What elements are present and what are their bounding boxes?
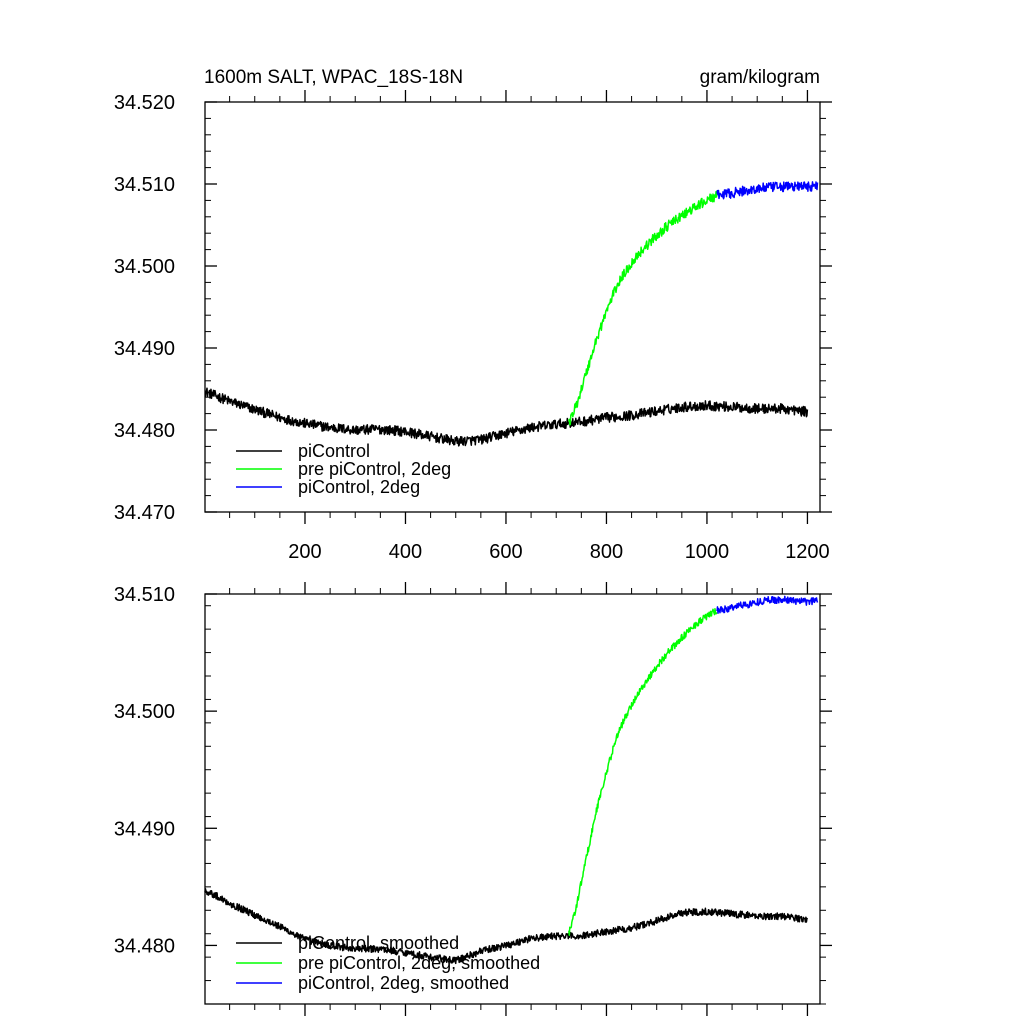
series-line-green xyxy=(568,608,718,936)
y-tick-label: 34.480 xyxy=(114,935,175,957)
x-tick-label: 400 xyxy=(389,541,422,563)
x-tick-label: 800 xyxy=(590,541,623,563)
y-tick-label: 34.490 xyxy=(114,338,175,360)
y-tick-label: 34.500 xyxy=(114,701,175,723)
y-tick-label: 34.480 xyxy=(114,420,175,442)
bottom-panel: 34.480 34.490 34.500 34.510 piControl, smoo… xyxy=(114,582,832,1016)
chart-title: 1600m SALT, WPAC_18S-18N xyxy=(204,67,463,88)
series-line-blue xyxy=(716,595,819,614)
y-tick-label: 34.520 xyxy=(114,92,175,114)
legend-label: pre piControl, 2deg, smoothed xyxy=(298,953,540,973)
series-line-black xyxy=(204,387,809,447)
x-tick-label: 200 xyxy=(288,541,321,563)
bottom-plot-frame xyxy=(204,593,821,1005)
top-axis-ticks: 34.470 34.480 34.490 34.500 34.510 34.520 200 4… xyxy=(114,90,832,563)
top-plot-frame xyxy=(204,101,821,513)
y-tick-label: 34.500 xyxy=(114,256,175,278)
bottom-axis-ticks: 34.480 34.490 34.500 34.510 xyxy=(114,582,832,1016)
series-line-black xyxy=(204,888,809,965)
y-tick-label: 34.470 xyxy=(114,502,175,524)
top-series-lines xyxy=(204,181,819,447)
y-tick-label: 34.490 xyxy=(114,818,175,840)
legend-label: pre piControl, 2deg xyxy=(298,459,451,479)
y-tick-label: 34.510 xyxy=(114,174,175,196)
legend-label: piControl xyxy=(298,441,370,461)
legend-label: piControl, smoothed xyxy=(298,933,459,953)
top-panel: 1600m SALT, WPAC_18S-18N gram/kilogram 3… xyxy=(114,67,832,563)
x-tick-label: 1200 xyxy=(785,541,830,563)
y-tick-label: 34.510 xyxy=(114,584,175,606)
x-tick-label: 600 xyxy=(489,541,522,563)
x-tick-label: 1000 xyxy=(685,541,730,563)
series-line-blue xyxy=(716,181,819,200)
legend-label: piControl, 2deg, smoothed xyxy=(298,973,509,993)
bottom-series-lines xyxy=(204,595,819,965)
series-line-green xyxy=(568,190,718,426)
legend-label: piControl, 2deg xyxy=(298,477,420,497)
units-label: gram/kilogram xyxy=(700,67,820,88)
